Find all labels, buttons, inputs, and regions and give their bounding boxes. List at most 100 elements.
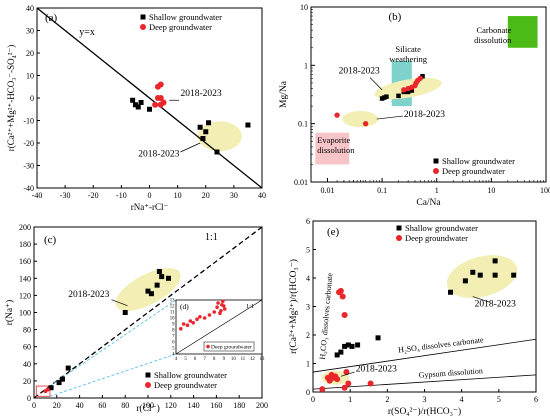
line-label-h2so4: H₂SO₄ dissolves carbonate [398,335,485,354]
inset-deep-point [222,307,227,311]
shallow-point [206,120,212,126]
x-tick-label: 40 [258,191,266,200]
deep-point [337,287,344,294]
y-tick-label: 40 [23,360,31,369]
panel-label: (e) [327,226,340,238]
shallow-point [375,335,381,341]
y-tick-label: 80 [23,326,31,335]
x-tick-label: 20 [53,401,61,410]
deep-point [343,369,350,376]
inset-deep-point [195,317,199,322]
region-label-carbonate: dissolution [474,35,512,45]
inset-x-tick-label: 5 [184,357,187,362]
shallow-point [379,96,385,101]
x-axis-label: r(Cl⁻) [136,403,159,414]
x-tick-label: 20 [202,191,210,200]
deep-point [334,112,340,118]
legend-deep-label: Deep groundwater [405,233,468,243]
inset-deep-point [185,323,190,328]
shallow-point [342,343,348,349]
x-tick-label: 5 [497,395,501,404]
x-tick-label: -40 [32,191,43,200]
y-axis-label: r(Na⁺) [4,300,15,326]
shallow-point [345,342,351,348]
annotation-leader [472,296,490,303]
y-tick-label: 0.1 [298,120,308,129]
panel-b: 0.01 0.1 1 10 1000.010.1110Carbonatedissolut… [279,3,550,208]
y-tick-label: 4 [306,274,310,283]
x-tick-label: 4 [460,395,464,404]
shallow-point [409,88,415,93]
x-tick-label: 200 [256,401,268,410]
region-evaporite [315,132,350,165]
x-tick-label: 80 [121,401,129,410]
deep-point [417,75,423,81]
shallow-point [156,268,162,274]
deep-point [339,293,346,300]
cluster-ellipse [342,111,379,128]
inset-deep-point [191,321,195,325]
deep-point [362,120,369,127]
inset-x-tick-label: 10 [231,357,236,362]
y-tick-label: 40 [26,4,34,13]
shallow-point [147,106,152,112]
deep-point [160,99,167,106]
deep-point [319,386,326,393]
x-axis-label: r(SO₄²⁻)/r(HCO₃⁻) [388,406,461,417]
inset-y-tick-label: 10 [170,317,175,322]
y-tick-label: 1 [306,360,310,369]
y-axis-label: r(Ca²⁺+Mg²⁺)/r(HCO₃⁻) [288,259,299,354]
x-tick-label: 6 [534,395,538,404]
region-label-evaporite: dissolution [317,145,355,155]
y-tick-label: 60 [23,343,31,352]
deep-point [367,380,374,387]
legend-deep-marker [145,382,151,388]
legend-shallow-label: Shallow groundwater [154,370,227,380]
panel-label: (b) [389,11,402,23]
reference-line-yx [36,7,263,189]
deep-point [341,312,348,319]
reference-line [312,374,537,390]
shallow-point [462,278,468,284]
shallow-point [448,289,454,295]
shallow-point [384,94,389,99]
y-tick-label: 0 [27,394,31,403]
inset-legend-box [203,341,255,352]
x-tick-label: 180 [233,401,245,410]
inset-x-tick-label: 6 [194,357,197,362]
annotation-2018-2023: 2018-2023 [475,300,516,310]
zoom-guide [49,299,177,387]
y-tick-label: 2 [306,331,310,340]
inset-x-tick-label: 11 [241,357,246,362]
inset-x-tick-label: 9 [223,357,226,362]
annotation-leader [369,77,383,91]
y-tick-label: 180 [19,240,31,249]
y-tick-label: 200 [19,223,31,232]
inset-legend-label: Deep groundwater [211,345,252,351]
inset-deep-point [220,303,224,307]
y-tick-label: -10 [23,117,34,126]
deep-point [341,384,348,391]
y-tick-label: 1 [304,61,308,70]
y-axis-label: Mg/Na [279,80,289,108]
reference-line [312,338,537,373]
reference-line-label: 1:1 [205,232,218,243]
legend-deep-marker [433,168,439,174]
y-tick-label: 10 [26,72,34,81]
legend-shallow-marker [396,225,402,231]
inset-deep-point [212,310,217,314]
y-tick-label: 120 [19,291,31,300]
shallow-point [145,288,151,294]
panel-label: (c) [44,234,57,246]
y-axis-label: r(Ca²⁺+Mg²⁺-HCO₃⁻-SO₄²⁻) [6,45,16,151]
x-tick-label: 40 [76,401,84,410]
shallow-point [470,269,476,275]
shallow-point [349,343,355,349]
deep-point [345,380,352,387]
y-tick-label: -40 [23,184,34,193]
y-tick-label: 10 [300,3,308,12]
inset-x-tick-label: 4 [175,357,178,362]
inset-x-tick-label: 8 [213,357,216,362]
